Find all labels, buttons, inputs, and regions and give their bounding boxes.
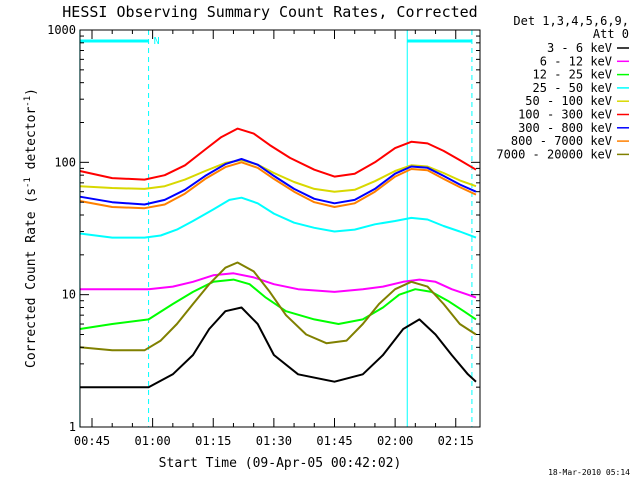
series-line-300-800-kev	[79, 158, 477, 206]
legend-entry-6-12-kev: 6 - 12 keV	[540, 54, 612, 68]
legend-entry-50-100-kev: 50 - 100 keV	[525, 94, 612, 108]
legend-header-line-2: Att 0	[593, 27, 629, 41]
x-tick-label: 02:00	[377, 434, 413, 448]
x-tick-label: 01:30	[256, 434, 292, 448]
x-tick-label: 01:00	[135, 434, 171, 448]
series-line-7000-20000-kev	[79, 261, 477, 352]
series-line-100-300-kev	[79, 127, 477, 181]
x-tick-label: 02:15	[438, 434, 474, 448]
series-line-800-7000-kev	[79, 161, 477, 210]
observing-bar-label: N	[154, 36, 160, 47]
y-tick-label: 1000	[47, 23, 76, 37]
series-line-12-25-kev	[79, 278, 477, 330]
legend-entry-300-800-kev: 300 - 800 keV	[518, 121, 612, 135]
legend-entry-3-6-kev: 3 - 6 keV	[547, 41, 612, 55]
plot-content: N	[79, 30, 477, 427]
x-tick-label: 00:45	[74, 434, 110, 448]
legend-entry-25-50-kev: 25 - 50 keV	[533, 81, 612, 95]
chart-title: HESSI Observing Summary Count Rates, Cor…	[62, 3, 477, 21]
series-line-6-12-kev	[79, 272, 477, 299]
legend-entry-7000-20000-kev: 7000 - 20000 keV	[496, 147, 612, 161]
y-tick-label: 1	[69, 420, 76, 434]
x-axis-ticks: 00:45 01:00 01:15 01:30 01:45 02:00 02:15	[74, 30, 474, 448]
series-line-25-50-kev	[79, 196, 477, 239]
legend-entry-800-7000-kev: 800 - 7000 keV	[511, 134, 612, 148]
series-line-3-6-kev	[79, 306, 477, 389]
y-axis-label: Corrected Count Rate (s-1 detector-1)	[23, 88, 39, 368]
x-axis-label: Start Time (09-Apr-05 00:42:02)	[159, 456, 402, 471]
x-tick-label: 01:45	[316, 434, 352, 448]
plot-frame	[79, 29, 481, 428]
x-tick-label: 01:15	[195, 434, 231, 448]
legend-entry-12-25-kev: 12 - 25 keV	[533, 68, 612, 82]
y-axis-ticks: 1 10 100 1000	[47, 23, 480, 434]
y-tick-label: 10	[62, 288, 76, 302]
timestamp: 18-Mar-2010 05:14	[548, 468, 630, 477]
series-line-50-100-kev	[79, 159, 477, 193]
y-tick-label: 100	[54, 155, 76, 169]
legend-entry-100-300-kev: 100 - 300 keV	[518, 108, 612, 122]
legend-header-line-1: Det 1,3,4,5,6,9,	[513, 14, 629, 28]
